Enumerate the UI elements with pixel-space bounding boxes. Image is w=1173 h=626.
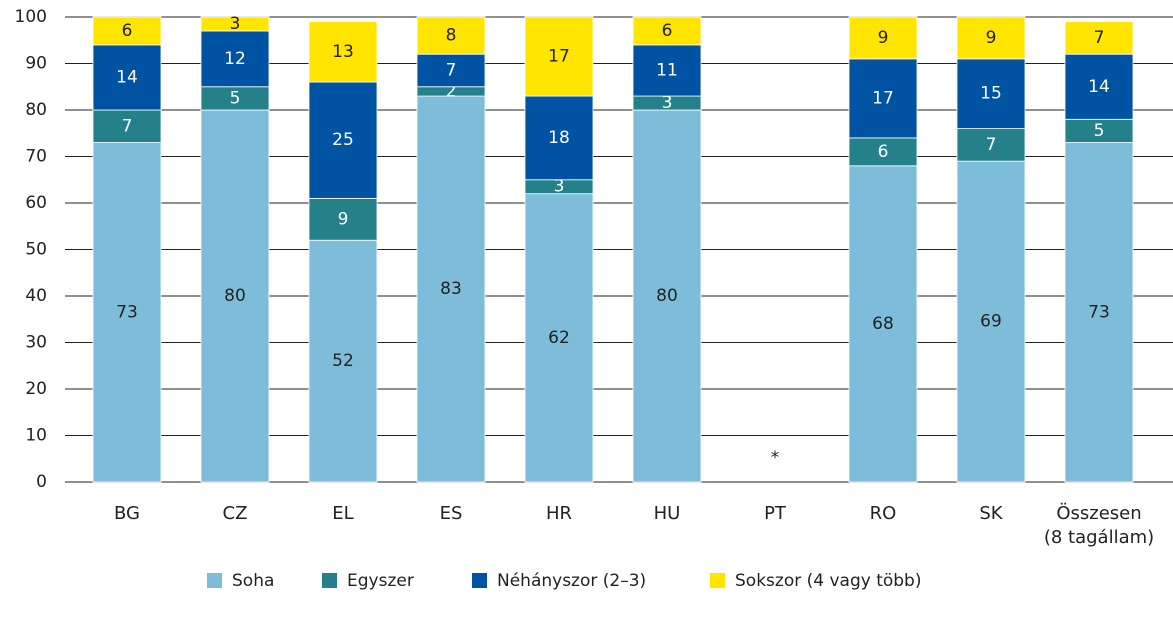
legend-label: Soha — [232, 571, 274, 591]
y-tick-label: 10 — [25, 426, 47, 446]
bar-segment — [524, 16, 594, 97]
data-label: 17 — [548, 47, 570, 67]
x-tick-label: ES — [439, 503, 463, 524]
bar-segment — [92, 109, 162, 143]
x-tick-label: Összesen (8 tagállam) — [1043, 503, 1155, 548]
y-tick-label: 20 — [25, 379, 47, 399]
y-tick-label: 40 — [25, 286, 47, 306]
bar-segment — [848, 137, 918, 167]
data-label: 73 — [1088, 302, 1110, 322]
legend-swatch — [207, 573, 222, 588]
data-label: 52 — [332, 351, 354, 371]
bar-segment — [848, 58, 918, 139]
y-tick-label: 80 — [25, 100, 47, 120]
data-label: 80 — [656, 286, 678, 306]
bar-segment — [416, 95, 486, 483]
bar-segment — [92, 142, 162, 483]
bar-segment — [200, 30, 270, 88]
data-label: 80 — [224, 286, 246, 306]
bar-segment — [1064, 142, 1134, 483]
y-tick-label: 30 — [25, 333, 47, 353]
y-tick-label: 60 — [25, 193, 47, 213]
bar-segment — [92, 44, 162, 111]
y-tick-label: 100 — [15, 7, 47, 27]
bar-segment — [200, 109, 270, 483]
x-tick-label: BG — [114, 503, 140, 524]
bar-segment — [632, 16, 702, 46]
x-tick-label: RO — [869, 503, 897, 524]
legend-swatch — [472, 573, 487, 588]
y-tick-label: 70 — [25, 147, 47, 167]
bar-segment — [308, 21, 378, 83]
annotation: * — [771, 448, 780, 468]
data-label: 3 — [554, 177, 565, 197]
data-label: 15 — [980, 84, 1002, 104]
data-label: 14 — [1088, 77, 1110, 97]
bar-segment — [1064, 53, 1134, 120]
x-tick-label: SK — [979, 503, 1003, 524]
data-label: 62 — [548, 328, 570, 348]
legend-swatch — [710, 573, 725, 588]
data-label: 18 — [548, 128, 570, 148]
data-label: 6 — [878, 142, 889, 162]
data-label: 7 — [122, 116, 133, 136]
bar-segment — [1064, 21, 1134, 55]
data-label: 7 — [446, 60, 457, 80]
bar-segment — [524, 193, 594, 483]
data-label: 69 — [980, 312, 1002, 332]
bar-segment — [524, 95, 594, 181]
legend-label: Egyszer — [347, 571, 414, 591]
data-label: 14 — [116, 67, 138, 87]
x-tick-label: CZ — [222, 503, 248, 524]
data-label: 17 — [872, 88, 894, 108]
legend-label: Sokszor (4 vagy több) — [735, 571, 921, 591]
bar-segment — [416, 16, 486, 55]
legend-label: Néhányszor (2–3) — [497, 571, 646, 591]
data-label: 12 — [224, 49, 246, 69]
data-label: 5 — [230, 88, 241, 108]
data-label: 8 — [446, 26, 457, 46]
y-tick-label: 90 — [25, 54, 47, 74]
x-tick-label: HR — [545, 503, 573, 524]
y-tick-label: 0 — [36, 472, 47, 492]
data-label: 25 — [332, 130, 354, 150]
data-label: 9 — [986, 28, 997, 48]
data-label: 9 — [878, 28, 889, 48]
bar-segment — [308, 81, 378, 199]
data-label: 3 — [230, 14, 241, 34]
data-label: 11 — [656, 60, 678, 80]
bar-segment — [308, 197, 378, 241]
bar-segment — [956, 128, 1026, 162]
bar-segment — [92, 16, 162, 46]
bar-segment — [632, 109, 702, 483]
x-tick-label: EL — [332, 503, 354, 524]
data-label: 7 — [1094, 28, 1105, 48]
x-tick-label: HU — [653, 503, 681, 524]
bar-segment — [848, 16, 918, 60]
bar-segment — [200, 16, 270, 32]
data-label: 68 — [872, 314, 894, 334]
data-label: 3 — [662, 93, 673, 113]
bar-segment — [848, 165, 918, 483]
legend-swatch — [322, 573, 337, 588]
data-label: 7 — [986, 135, 997, 155]
data-label: 13 — [332, 42, 354, 62]
bar-segment — [956, 16, 1026, 60]
x-tick-label: PT — [764, 503, 786, 524]
data-label: 6 — [122, 21, 133, 41]
bar-segment — [416, 53, 486, 88]
data-label: 5 — [1094, 121, 1105, 141]
data-label: 6 — [662, 21, 673, 41]
data-label: 83 — [440, 279, 462, 299]
data-label: 9 — [338, 209, 349, 229]
y-tick-label: 50 — [25, 240, 47, 260]
data-label: 2 — [446, 81, 457, 101]
data-label: 73 — [116, 302, 138, 322]
